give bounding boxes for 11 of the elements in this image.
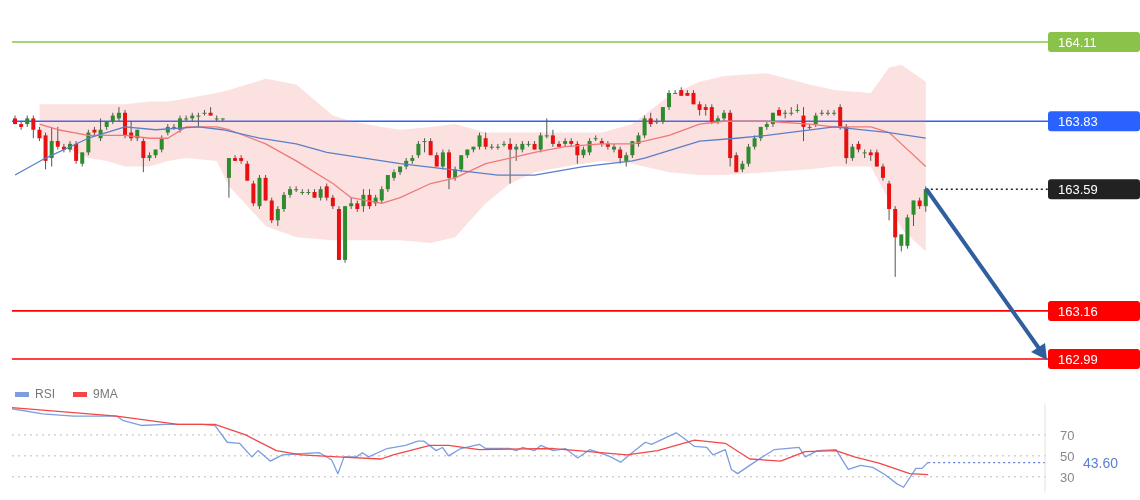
legend-label: 9MA bbox=[93, 387, 118, 401]
y-tick-label: 163.16 bbox=[1058, 303, 1098, 319]
y-tick-label: 163.83 bbox=[1058, 114, 1098, 130]
y-tick-label: 162.99 bbox=[1058, 352, 1098, 367]
ref-line-label: 43.60 bbox=[1083, 453, 1119, 472]
y-tick-label: 50 bbox=[1060, 448, 1075, 464]
legend-label: RSI bbox=[35, 387, 56, 401]
y-tick-label: 164.11 bbox=[1058, 35, 1097, 50]
y-tick-label: 30 bbox=[1060, 469, 1075, 485]
y-tick-label: 163.59 bbox=[1058, 182, 1098, 198]
y-tick-label: 70 bbox=[1060, 427, 1075, 443]
